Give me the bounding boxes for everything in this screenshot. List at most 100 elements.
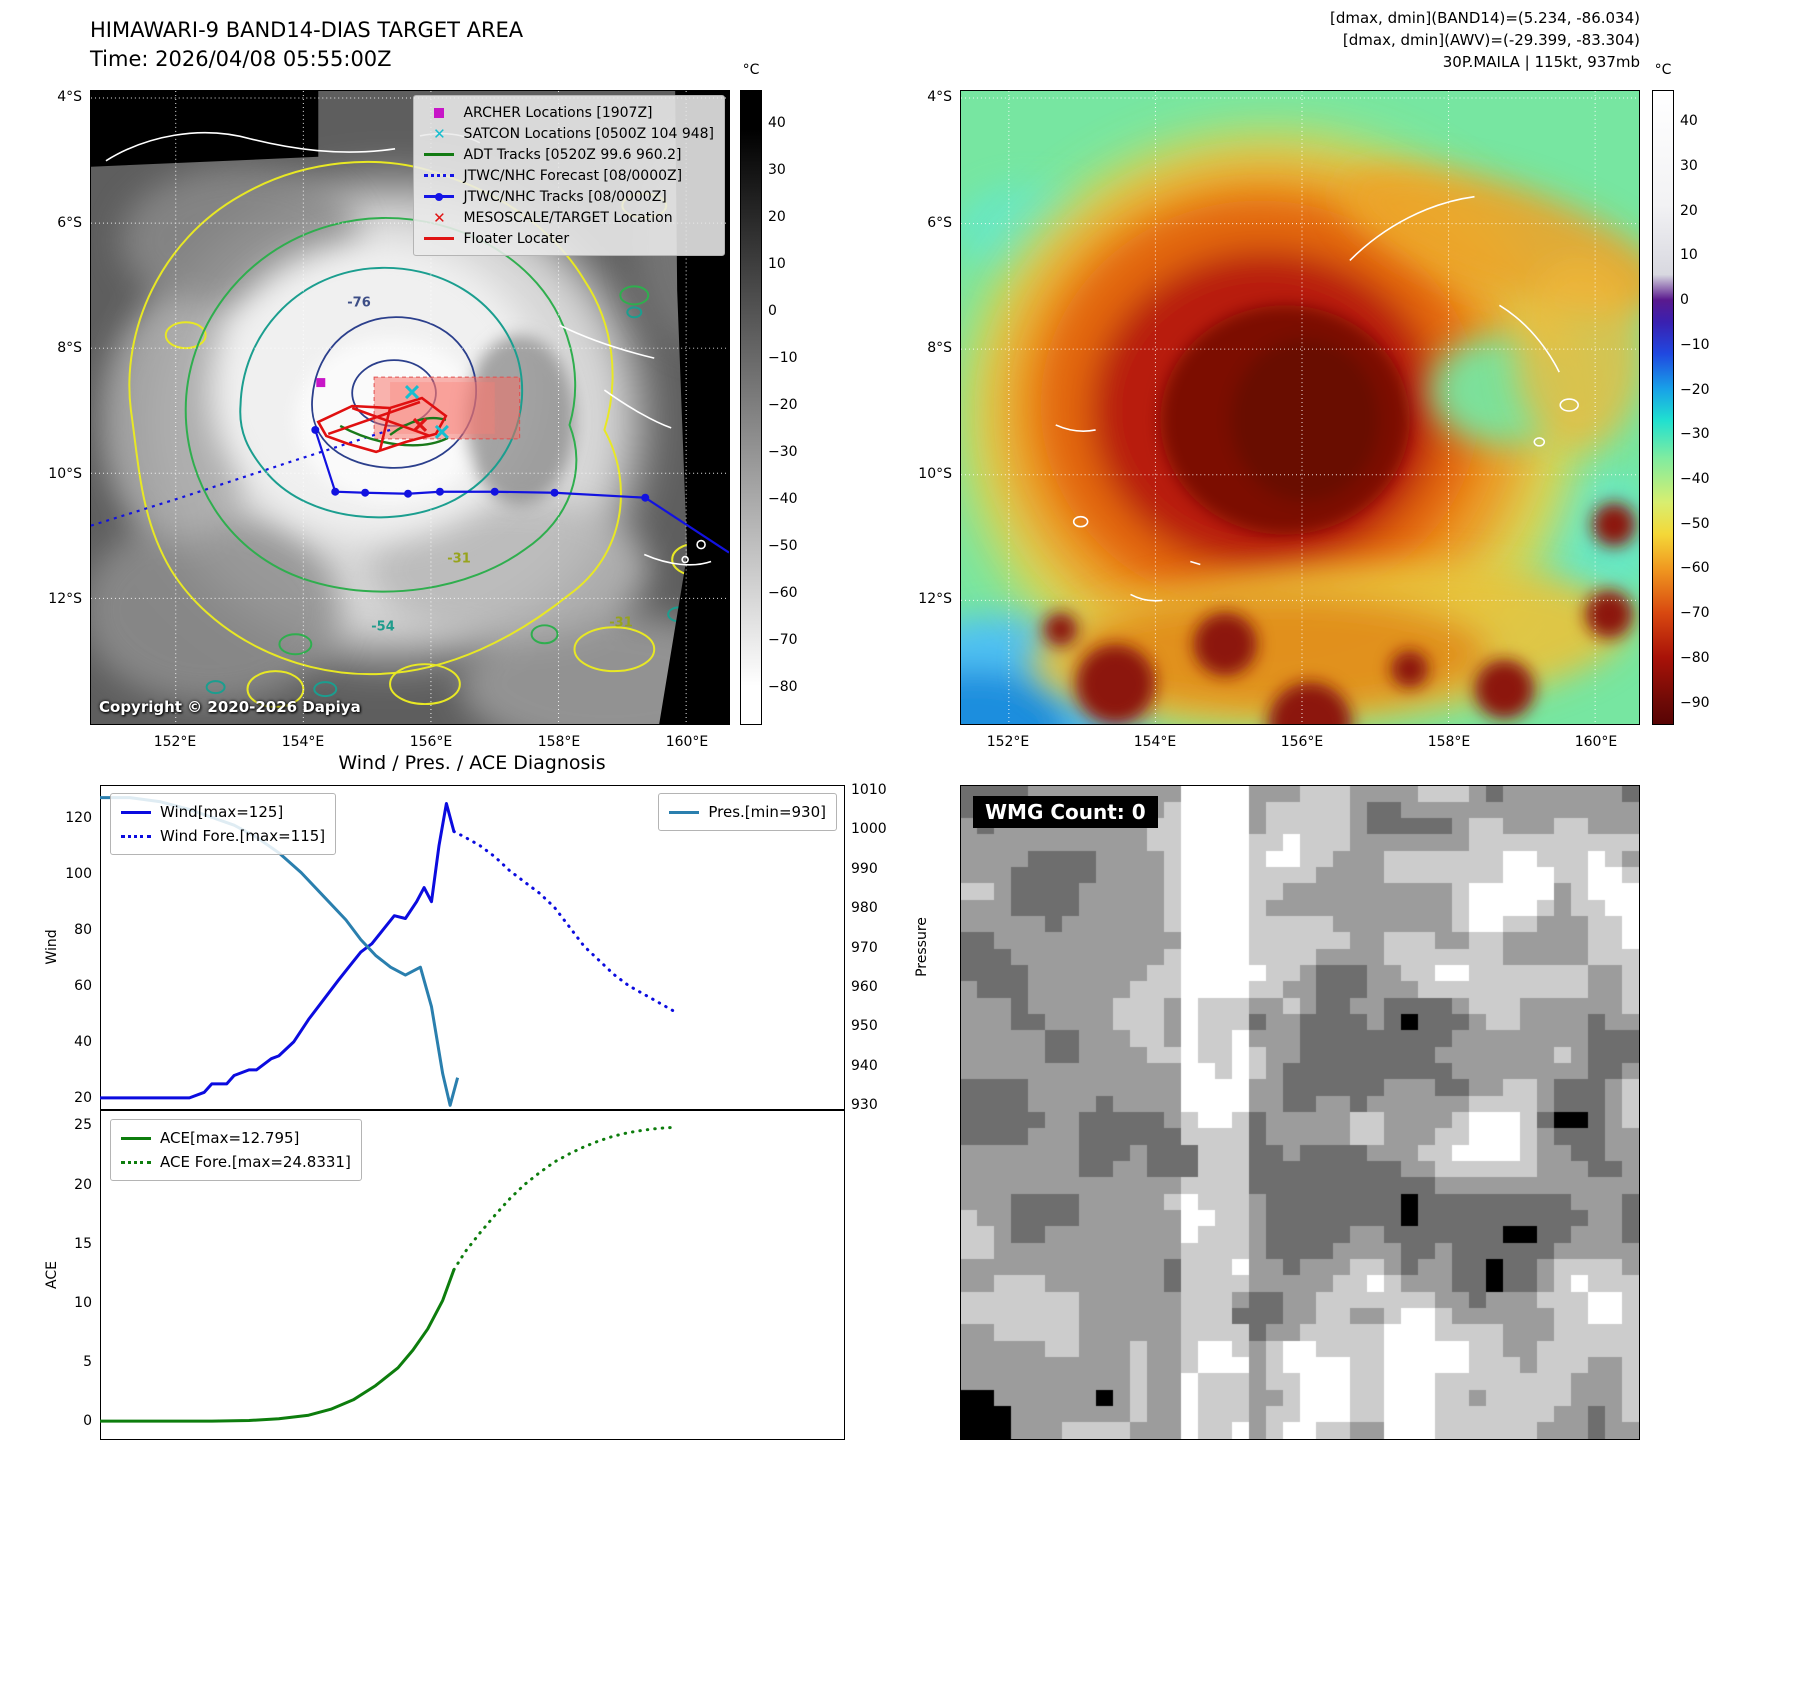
awv-map xyxy=(960,90,1640,725)
y-tick-label: 5 xyxy=(83,1353,92,1370)
square-marker-icon xyxy=(434,107,445,118)
y-tick-label: 10°S xyxy=(918,465,952,482)
wmg-count-badge: WMG Count: 0 xyxy=(973,796,1158,828)
colorbar-tick-label: −40 xyxy=(1680,471,1710,488)
grid-lines xyxy=(91,91,729,724)
legend-item: Wind Fore.[max=115] xyxy=(121,824,325,848)
series-line-0-0 xyxy=(100,802,456,1100)
colorbar-tick-label: −20 xyxy=(768,397,798,414)
y-tick-label: 980 xyxy=(851,900,878,917)
y-tick-label: 8°S xyxy=(927,340,952,356)
colorbar-tick-label: 30 xyxy=(768,161,786,178)
y-tick-label: 10 xyxy=(74,1294,92,1311)
legend-item: Floater Locater xyxy=(424,228,714,249)
series-line-1-0 xyxy=(100,1269,456,1423)
dotted-line-icon xyxy=(121,834,151,838)
colorbar-tick-label: −30 xyxy=(1680,426,1710,443)
colorbar-tick-label: 10 xyxy=(768,256,786,273)
wind-legend: Wind[max=125] Wind Fore.[max=115] xyxy=(110,793,337,855)
jtwc-track xyxy=(311,425,729,554)
pressure-axis-label: Pressure xyxy=(914,917,930,977)
x-marker-icon: ✕ xyxy=(433,208,446,227)
contour-label: -31 xyxy=(609,615,633,631)
ace-axis-label: ACE xyxy=(44,1261,60,1289)
pressure-legend: Pres.[min=930] xyxy=(658,793,837,831)
y-tick-label: 4°S xyxy=(57,89,82,105)
colorbar-tick-label: 40 xyxy=(1680,113,1698,130)
awv-colorbar xyxy=(1652,90,1674,725)
y-tick-label: 8°S xyxy=(57,340,82,356)
wmg-panel: WMG Count: 0 xyxy=(960,785,1640,1440)
wind-axis-label: Wind xyxy=(44,929,60,965)
awv-header-block: [dmax, dmin](BAND14)=(5.234, -86.034) [d… xyxy=(1330,8,1640,73)
dotted-line-icon xyxy=(121,1160,151,1164)
legend-item-label: Wind[max=125] xyxy=(160,803,284,821)
legend-item-label: JTWC/NHC Forecast [08/0000Z] xyxy=(463,167,683,184)
legend-item-label: ARCHER Locations [1907Z] xyxy=(463,104,653,121)
x-tick-label: 160°E xyxy=(665,734,709,750)
colorbar-tick-label: −80 xyxy=(768,679,798,696)
line-icon xyxy=(424,237,455,240)
colorbar-tick-label: −90 xyxy=(1680,694,1710,711)
band14-time: Time: 2026/04/08 05:55:00Z xyxy=(90,47,392,72)
band14-colorbar xyxy=(740,90,762,725)
x-tick-label: 160°E xyxy=(1574,734,1618,750)
legend-item-label: MESOSCALE/TARGET Location xyxy=(463,209,673,226)
band14-title: HIMAWARI-9 BAND14-DIAS TARGET AREA xyxy=(90,18,524,42)
y-tick-label: 12°S xyxy=(918,591,952,607)
legend-item: Wind[max=125] xyxy=(121,800,325,824)
band14-title-block: HIMAWARI-9 BAND14-DIAS TARGET AREA Time:… xyxy=(90,16,523,75)
mesoscale-target-marker xyxy=(412,417,428,433)
y-tick-label: 1000 xyxy=(851,821,887,838)
y-tick-label: 990 xyxy=(851,860,878,877)
colorbar-tick-label: 40 xyxy=(768,114,786,131)
x-tick-label: 154°E xyxy=(281,734,325,750)
x-tick-label: 152°E xyxy=(153,734,197,750)
colorbar-tick-label: 20 xyxy=(768,209,786,225)
colorbar-tick-label: −70 xyxy=(1680,605,1710,622)
temperature-contours xyxy=(128,160,722,709)
legend-item-label: ADT Tracks [0520Z 99.6 960.2] xyxy=(463,146,682,163)
x-tick-label: 152°E xyxy=(986,734,1030,750)
legend-item-label: Pres.[min=930] xyxy=(708,803,826,821)
coastlines xyxy=(1055,195,1579,602)
legend-item: ADT Tracks [0520Z 99.6 960.2] xyxy=(424,144,714,165)
line-icon xyxy=(121,810,151,814)
y-tick-label: 6°S xyxy=(927,214,952,231)
dotted-line-icon xyxy=(424,174,455,177)
colorbar-tick-label: 0 xyxy=(768,303,777,320)
ace-plot-area xyxy=(100,1125,676,1423)
contour-label: -76 xyxy=(347,295,371,311)
ace-legend: ACE[max=12.795] ACE Fore.[max=24.8331] xyxy=(110,1119,362,1181)
cold-cloud-shading xyxy=(961,130,1639,724)
y-tick-label: 940 xyxy=(851,1057,878,1074)
x-tick-label: 154°E xyxy=(1133,734,1177,750)
satcon-location-marker xyxy=(404,385,449,439)
x-tick-label: 158°E xyxy=(1427,734,1471,750)
x-tick-label: 156°E xyxy=(1280,734,1324,750)
legend-item-label: ACE Fore.[max=24.8331] xyxy=(160,1153,351,1171)
colorbar-tick-label: −50 xyxy=(768,538,798,555)
legend-item: JTWC/NHC Tracks [08/0000Z] xyxy=(424,186,714,207)
colorbar-tick-label: −60 xyxy=(1680,560,1710,577)
colorbar-tick-label: −80 xyxy=(1680,649,1710,666)
contour-label: -54 xyxy=(371,619,395,635)
y-tick-label: 12°S xyxy=(48,591,82,607)
legend-item: ACE[max=12.795] xyxy=(121,1126,351,1150)
legend-item-label: Floater Locater xyxy=(463,230,570,247)
line-icon xyxy=(424,192,455,201)
colorbar-tick-label: 20 xyxy=(1680,202,1698,219)
awv-satellite-image xyxy=(961,91,1639,724)
legend-item: ARCHER Locations [1907Z] xyxy=(424,102,714,123)
contour-label: -31 xyxy=(447,551,471,567)
y-tick-label: 25 xyxy=(74,1117,92,1134)
colorbar-tick-label: −20 xyxy=(1680,381,1710,398)
y-tick-label: 20 xyxy=(74,1176,92,1193)
wmg-image xyxy=(961,786,1639,1439)
legend-item: ✕ SATCON Locations [0500Z 104 948] xyxy=(424,123,714,144)
y-tick-label: 950 xyxy=(851,1018,878,1035)
y-tick-label: 960 xyxy=(851,978,878,995)
x-tick-label: 156°E xyxy=(409,734,453,750)
grid-lines xyxy=(961,91,1639,724)
copyright-text: Copyright © 2020-2026 Dapiya xyxy=(99,698,361,716)
